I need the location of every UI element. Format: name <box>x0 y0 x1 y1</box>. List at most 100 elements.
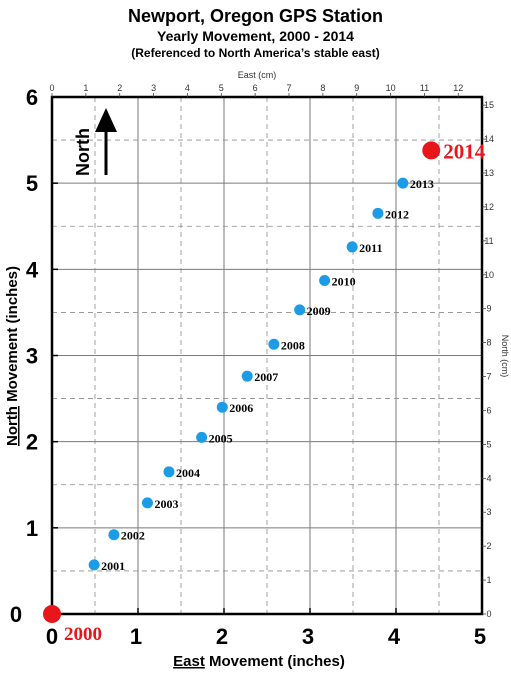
x-axis-title-rest: Movement (inches) <box>205 653 345 670</box>
data-point <box>43 605 61 623</box>
data-label: 2009 <box>307 304 331 318</box>
data-label: 2011 <box>359 241 382 255</box>
data-label: 2004 <box>176 466 200 480</box>
top-tick-label: 4 <box>185 83 190 93</box>
data-point <box>88 559 100 571</box>
top-tick-label: 7 <box>287 83 292 93</box>
x-tick-label: 5 <box>474 624 486 649</box>
data-label: 2006 <box>229 401 253 415</box>
data-point-group: 2003 <box>141 497 178 511</box>
data-point-group: 2005 <box>196 431 233 445</box>
right-tick-label: 7 <box>486 372 491 382</box>
data-point-group: 2013 <box>397 177 434 191</box>
top-tick-label: 2 <box>117 83 122 93</box>
y-axis-title-rest: Movement (inches) <box>4 266 21 406</box>
data-label: 2003 <box>154 497 178 511</box>
data-point <box>397 177 409 189</box>
y-tick-label: 2 <box>26 430 38 455</box>
y-tick-label: 5 <box>26 171 38 196</box>
data-label: 2010 <box>332 275 356 289</box>
top-tick-label: 6 <box>253 83 258 93</box>
chart-subtitle-reference: (Referenced to North America’s stable ea… <box>131 46 380 60</box>
data-point <box>108 529 120 541</box>
data-point-group: 2008 <box>268 338 305 352</box>
data-label: 2002 <box>121 529 145 543</box>
y-axis-title: North Movement (inches) <box>4 266 21 446</box>
y-tick-label: 3 <box>26 344 38 369</box>
top-tick-label: 11 <box>420 83 429 93</box>
y-tick-label: 6 <box>26 85 38 110</box>
data-point-group: 2004 <box>163 466 200 480</box>
data-point-group: 2009 <box>294 304 331 318</box>
chart-title: Newport, Oregon GPS Station <box>127 6 383 26</box>
right-tick-label: 4 <box>486 473 491 483</box>
north-arrow-head <box>95 108 117 132</box>
data-point <box>196 431 208 443</box>
data-point-group: 2002 <box>108 529 145 543</box>
data-point <box>163 466 175 478</box>
data-point-group: 2007 <box>241 370 278 384</box>
data-point-group: 2014 <box>422 139 486 163</box>
top-tick-label: 1 <box>83 83 88 93</box>
right-tick-label: 1 <box>486 575 491 585</box>
data-label: 2001 <box>101 559 125 573</box>
y-tick-label: 4 <box>26 257 39 282</box>
data-point <box>241 370 253 382</box>
y-tick-label: 0 <box>10 602 22 627</box>
data-point <box>141 497 153 509</box>
data-point <box>319 275 331 287</box>
data-label: 2000 <box>64 624 102 645</box>
data-point <box>422 141 441 160</box>
top-tick-label: 0 <box>49 83 54 93</box>
x-tick-label: 4 <box>388 624 401 649</box>
top-tick-label: 9 <box>354 83 359 93</box>
x-axis-title: East Movement (inches) <box>173 653 345 670</box>
data-label: 2012 <box>385 207 409 221</box>
right-tick-label: 9 <box>486 304 491 314</box>
x-tick-label: 0 <box>46 624 58 649</box>
y-axis-title-underlined: North <box>4 406 21 446</box>
data-point-group: 2012 <box>372 207 409 221</box>
right-tick-label: 15 <box>484 100 494 110</box>
right-tick-label: 0 <box>486 609 491 619</box>
data-label: 2007 <box>254 370 278 384</box>
top-tick-label: 8 <box>320 83 325 93</box>
north-arrow-label: North <box>73 128 93 176</box>
data-label: 2014 <box>443 139 486 163</box>
data-label: 2013 <box>410 177 434 191</box>
top-tick-label: 10 <box>386 83 396 93</box>
right-axis-title: North (cm) <box>500 335 510 378</box>
top-tick-label: 3 <box>151 83 156 93</box>
data-point-group: 2000 <box>43 605 102 645</box>
right-tick-label: 6 <box>486 405 491 415</box>
right-tick-label: 14 <box>484 134 494 144</box>
right-tick-label: 5 <box>486 439 491 449</box>
data-point-group: 2001 <box>88 559 125 573</box>
data-point-group: 2011 <box>346 241 382 255</box>
grid <box>52 97 482 614</box>
data-point <box>268 338 280 350</box>
title-block: Newport, Oregon GPS Station Yearly Movem… <box>0 6 511 61</box>
x-tick-label: 1 <box>130 624 142 649</box>
top-tick-label: 5 <box>219 83 224 93</box>
data-point-group: 2006 <box>216 401 253 415</box>
north-arrow-icon <box>95 108 117 175</box>
data-label: 2005 <box>209 431 233 445</box>
right-tick-label: 11 <box>484 236 493 246</box>
data-point <box>346 241 358 253</box>
data-point-group: 2010 <box>319 275 356 289</box>
top-axis-title: East (cm) <box>238 70 277 80</box>
right-tick-label: 8 <box>486 338 491 348</box>
y-tick-label: 1 <box>26 516 38 541</box>
x-axis-title-underlined: East <box>173 653 205 670</box>
right-tick-label: 10 <box>484 270 494 280</box>
data-label: 2008 <box>281 338 305 352</box>
right-tick-label: 12 <box>484 202 494 212</box>
right-tick-label: 3 <box>486 507 491 517</box>
right-tick-label: 13 <box>484 168 494 178</box>
right-tick-label: 2 <box>486 541 491 551</box>
x-tick-label: 3 <box>302 624 314 649</box>
data-point <box>372 207 384 219</box>
data-point <box>294 304 306 316</box>
